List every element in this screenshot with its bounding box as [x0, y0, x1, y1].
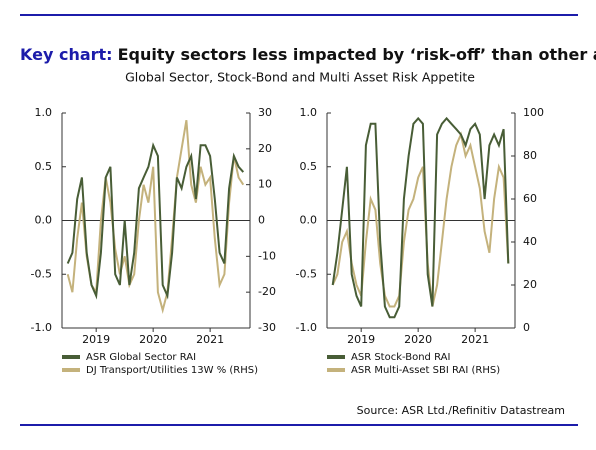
- title-text: Equity sectors less impacted by ‘risk-of…: [118, 45, 596, 64]
- x-tick-label: 2019: [347, 333, 375, 346]
- y2-tick-label: 40: [523, 235, 537, 248]
- y-tick-label: 0.0: [35, 214, 53, 227]
- y2-tick-label: 100: [523, 106, 544, 119]
- y-tick-label: -0.5: [296, 267, 317, 280]
- y2-tick-label: 0: [258, 214, 265, 227]
- y-tick-label: 1.0: [35, 106, 53, 119]
- y2-tick-label: 30: [258, 106, 272, 119]
- title: Key chart: Equity sectors less impacted b…: [20, 45, 596, 64]
- subtitle: Global Sector, Stock-Bond and Multi Asse…: [125, 70, 475, 85]
- y-tick-label: -1.0: [296, 321, 317, 334]
- series-line: [66, 142, 245, 300]
- y-tick-label: 0.5: [300, 160, 318, 173]
- legend-label: ASR Global Sector RAI: [86, 352, 196, 363]
- title-prefix: Key chart:: [20, 45, 113, 64]
- y-tick-label: 1.0: [300, 106, 318, 119]
- y2-tick-label: 20: [523, 278, 537, 291]
- series-line: [331, 116, 510, 319]
- y2-tick-label: 10: [258, 178, 272, 191]
- legend-label: ASR Multi-Asset SBI RAI (RHS): [351, 365, 500, 376]
- x-tick-label: 2021: [196, 333, 224, 346]
- legend-label: ASR Stock-Bond RAI: [351, 352, 450, 363]
- y2-tick-label: -10: [258, 249, 276, 262]
- x-tick-label: 2019: [82, 333, 110, 346]
- x-tick-label: 2020: [404, 333, 432, 346]
- y2-tick-label: 20: [258, 142, 272, 155]
- y-tick-label: -1.0: [31, 321, 52, 334]
- y2-tick-label: 60: [523, 192, 537, 205]
- y2-tick-label: 80: [523, 149, 537, 162]
- y2-tick-label: -30: [258, 321, 276, 334]
- y-tick-label: -0.5: [31, 267, 52, 280]
- y-tick-label: 0.0: [300, 214, 318, 227]
- x-tick-label: 2021: [461, 333, 489, 346]
- y-tick-label: 0.5: [35, 160, 53, 173]
- y2-tick-label: -20: [258, 285, 276, 298]
- legend-label: DJ Transport/Utilities 13W % (RHS): [86, 365, 258, 376]
- x-tick-label: 2020: [139, 333, 167, 346]
- y2-tick-label: 0: [523, 321, 530, 334]
- source: Source: ASR Ltd./Refinitiv Datastream: [357, 404, 565, 417]
